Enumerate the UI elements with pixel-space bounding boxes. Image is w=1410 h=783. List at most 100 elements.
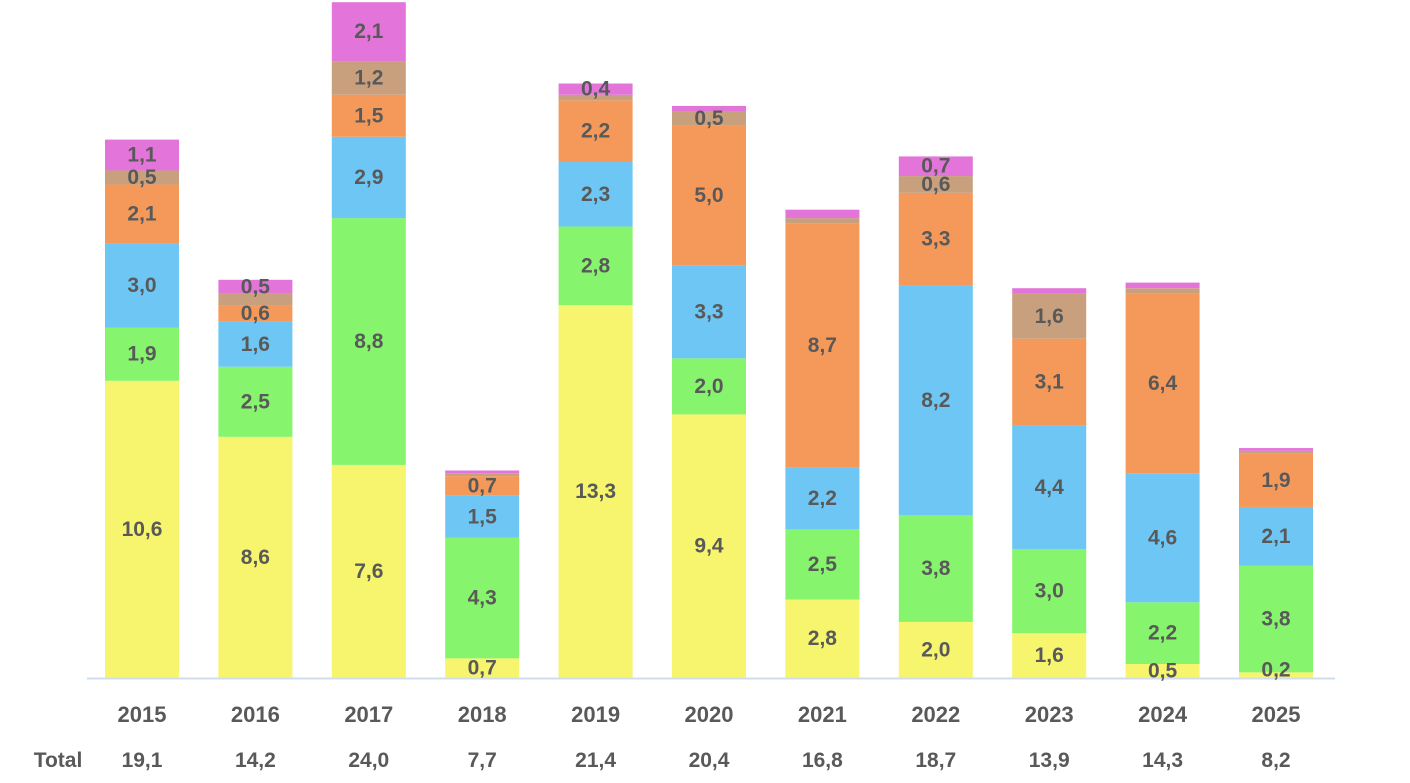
bar-segment-2016-s3: [218, 321, 293, 367]
data-label-2019-s1: 13,3: [575, 480, 616, 503]
data-label-2020-s5: 0,5: [694, 107, 724, 130]
bar-segment-2023-s6: [1012, 288, 1087, 294]
data-label-2025-s4: 1,9: [1261, 469, 1290, 492]
category-label-2016: 2016: [231, 702, 280, 727]
data-label-2023-s5: 1,6: [1035, 305, 1064, 328]
data-label-2023-s1: 1,6: [1035, 644, 1064, 667]
bar-segment-2024-s3: [1125, 473, 1200, 603]
category-label-2024: 2024: [1138, 702, 1188, 727]
data-label-2019-s6: 0,4: [581, 78, 611, 101]
bar-segment-2017-s6: [331, 2, 406, 62]
bar-segment-2023-s1: [1012, 633, 1087, 678]
data-label-2016-s2: 2,5: [241, 390, 271, 413]
data-label-2016-s6: 0,5: [241, 275, 271, 298]
bar-segment-2021-s2: [785, 529, 860, 600]
total-value-2024: 14,3: [1142, 749, 1183, 772]
total-value-2025: 8,2: [1261, 749, 1290, 772]
bar-segment-2022-s2: [898, 515, 973, 622]
data-label-2015-s3: 3,0: [127, 274, 156, 297]
data-label-2023-s2: 3,0: [1035, 580, 1064, 603]
data-label-2018-s3: 1,5: [468, 505, 498, 528]
data-label-2015-s2: 1,9: [127, 343, 156, 366]
data-label-2017-s4: 1,5: [354, 104, 384, 127]
bar-segment-2024-s1: [1125, 663, 1200, 678]
data-label-2025-s1: 0,2: [1261, 659, 1290, 682]
bar-segment-2019-s2: [558, 226, 633, 306]
bar-segment-2017-s1: [331, 464, 406, 678]
data-label-2020-s4: 5,0: [694, 184, 723, 207]
data-label-2019-s3: 2,3: [581, 183, 610, 206]
bar-segment-2024-s5: [1125, 288, 1200, 294]
data-label-2023-s3: 4,4: [1035, 476, 1065, 499]
data-label-2022-s6: 0,7: [921, 155, 950, 178]
data-label-2025-s2: 3,8: [1261, 608, 1291, 631]
bar-segment-2021-s1: [785, 599, 860, 678]
category-label-2025: 2025: [1252, 702, 1301, 727]
data-label-2022-s4: 3,3: [921, 228, 950, 251]
data-label-2015-s5: 0,5: [127, 166, 157, 189]
bar-segment-2022-s6: [898, 156, 973, 177]
total-value-2018: 7,7: [468, 749, 497, 772]
bar-segment-2024-s6: [1125, 282, 1200, 289]
data-label-2018-s1: 0,7: [468, 657, 497, 680]
bar-segment-2018-s1: [445, 658, 520, 678]
category-label-2019: 2019: [571, 702, 620, 727]
data-label-2020-s3: 3,3: [694, 301, 723, 324]
category-labels: 2015 2016 2017 2018 2019 2020 2021 2022 2023 2024…: [118, 702, 1301, 727]
data-label-2016-s4: 0,6: [241, 302, 270, 325]
bar-segment-2015-s6: [105, 139, 179, 171]
data-label-2022-s1: 2,0: [921, 639, 950, 662]
data-label-2022-s3: 8,2: [921, 389, 950, 412]
bar-segment-2021-s4: [785, 223, 860, 468]
bar-segment-2020-s4: [672, 125, 746, 266]
data-label-2019-s4: 2,2: [581, 120, 610, 143]
bar-segment-2025-s6: [1239, 448, 1313, 451]
bar-segment-2017-s5: [331, 61, 406, 95]
data-label-2017-s3: 2,9: [354, 166, 383, 189]
bar-segment-2025-s2: [1239, 565, 1313, 673]
total-value-2022: 18,7: [915, 749, 956, 772]
bar-segment-2024-s4: [1125, 293, 1200, 474]
data-label-2017-s1: 7,6: [354, 560, 383, 583]
totals-row: Total 19,1 14,2 24,0 7,7 21,4 20,4 16,8 18,7 13,…: [34, 749, 1291, 772]
data-label-2017-s5: 1,2: [354, 66, 383, 89]
total-value-2017: 24,0: [348, 749, 389, 772]
data-label-2024-s1: 0,5: [1148, 660, 1178, 683]
category-label-2022: 2022: [911, 702, 960, 727]
total-value-2016: 14,2: [235, 749, 276, 772]
bar-segment-2023-s5: [1012, 293, 1087, 339]
bar-segment-2015-s1: [105, 380, 179, 678]
data-label-2015-s1: 10,6: [122, 518, 163, 541]
bar-segment-2023-s3: [1012, 425, 1087, 550]
bar-segment-2018-s4: [445, 476, 520, 496]
bar-segment-2022-s5: [898, 176, 973, 193]
bar-segment-2016-s4: [218, 305, 293, 322]
bar-segment-2023-s2: [1012, 549, 1087, 634]
category-label-2021: 2021: [798, 702, 847, 727]
data-label-2024-s4: 6,4: [1148, 372, 1178, 395]
bar-segment-2019-s1: [558, 305, 633, 678]
bar-segment-2025-s1: [1239, 672, 1313, 678]
bar-segment-2024-s2: [1125, 602, 1200, 664]
bar-segment-2017-s3: [331, 136, 406, 219]
data-label-2018-s2: 4,3: [468, 587, 497, 610]
category-label-2023: 2023: [1025, 702, 1074, 727]
category-label-2018: 2018: [458, 702, 507, 727]
data-label-2020-s2: 2,0: [694, 375, 723, 398]
bar-segment-2020-s2: [672, 358, 746, 415]
bar-segment-2025-s4: [1239, 453, 1313, 507]
bar-segment-2016-s5: [218, 293, 293, 306]
data-label-2021-s3: 2,2: [808, 487, 837, 510]
data-label-2020-s1: 9,4: [694, 535, 724, 558]
data-label-2024-s2: 2,2: [1148, 622, 1177, 645]
bar-segment-2019-s4: [558, 100, 633, 163]
total-value-2015: 19,1: [122, 749, 163, 772]
bar-segment-2016-s6: [218, 279, 293, 294]
bar-segment-2018-s5: [445, 473, 520, 477]
bar-segment-2023-s4: [1012, 338, 1087, 426]
bar-segment-2021-s6: [785, 209, 860, 219]
bar-segment-2019-s6: [558, 83, 633, 95]
bar-segment-2020-s5: [672, 111, 746, 126]
data-label-2015-s4: 2,1: [127, 202, 157, 225]
bar-segment-2018-s3: [445, 495, 520, 538]
